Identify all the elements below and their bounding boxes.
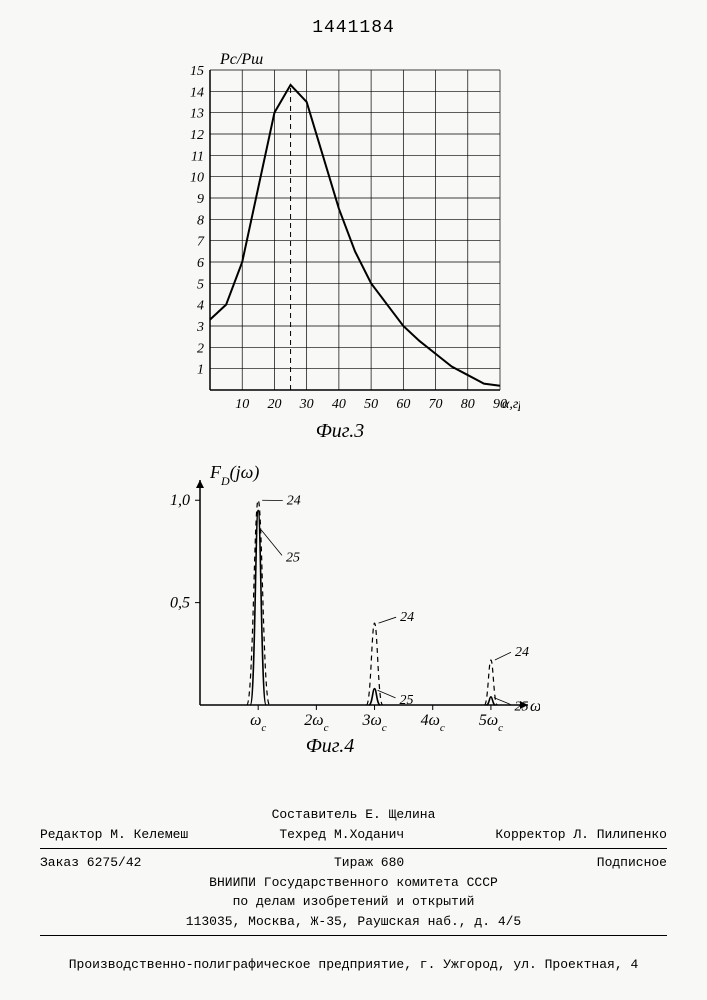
svg-text:70: 70 bbox=[429, 397, 443, 412]
svg-text:1: 1 bbox=[197, 363, 204, 378]
compiler: Составитель Е. Щелина bbox=[40, 805, 667, 825]
svg-text:24: 24 bbox=[515, 645, 529, 660]
svg-text:11: 11 bbox=[191, 149, 204, 164]
svg-text:25: 25 bbox=[286, 550, 300, 565]
svg-text:FD(jω): FD(jω) bbox=[209, 462, 259, 488]
svg-text:40: 40 bbox=[332, 397, 346, 412]
svg-text:25: 25 bbox=[514, 699, 528, 714]
footer-rule-1 bbox=[40, 848, 667, 849]
svg-text:Pс/Pш: Pс/Pш bbox=[219, 51, 263, 68]
svg-text:2: 2 bbox=[197, 341, 204, 356]
svg-text:ω: ω bbox=[530, 698, 540, 715]
svg-text:13: 13 bbox=[190, 107, 204, 122]
svg-text:0,5: 0,5 bbox=[170, 595, 190, 612]
svg-text:4: 4 bbox=[197, 299, 204, 314]
svg-text:Фиг.3: Фиг.3 bbox=[316, 420, 365, 442]
footer-rule-2 bbox=[40, 935, 667, 936]
techred: Техред М.Ходанич bbox=[279, 825, 404, 845]
svg-text:80: 80 bbox=[461, 397, 475, 412]
svg-text:15: 15 bbox=[190, 64, 204, 79]
svg-text:3ωc: 3ωc bbox=[361, 712, 386, 734]
svg-text:5ωc: 5ωc bbox=[479, 712, 503, 734]
svg-text:8: 8 bbox=[197, 213, 204, 228]
document-number: 1441184 bbox=[0, 18, 707, 38]
svg-text:24: 24 bbox=[400, 610, 414, 625]
svg-text:2ωc: 2ωc bbox=[304, 712, 328, 734]
svg-text:6: 6 bbox=[197, 256, 204, 271]
svg-text:5: 5 bbox=[197, 277, 204, 292]
figure-4: 0,5 1,0 ωc 2ωc 3ωc 4ωc 5ωc FD(jω) ω 24 25 24 25 24 25 Ф… bbox=[140, 460, 540, 760]
svg-text:7: 7 bbox=[197, 235, 205, 250]
subscription: Подписное bbox=[597, 853, 667, 873]
svg-text:25: 25 bbox=[400, 693, 414, 708]
svg-text:9: 9 bbox=[197, 192, 204, 207]
svg-text:3: 3 bbox=[196, 320, 204, 335]
svg-text:α,град: α,град bbox=[502, 397, 520, 412]
svg-text:24: 24 bbox=[287, 493, 301, 508]
svg-text:10: 10 bbox=[235, 397, 249, 412]
svg-text:12: 12 bbox=[190, 128, 204, 143]
svg-text:30: 30 bbox=[299, 397, 314, 412]
footer-block: Составитель Е. Щелина Редактор М. Келеме… bbox=[40, 805, 667, 940]
svg-text:ωc: ωc bbox=[250, 712, 266, 734]
org-address: 113035, Москва, Ж-35, Раушская наб., д. … bbox=[40, 912, 667, 932]
svg-text:4ωc: 4ωc bbox=[421, 712, 445, 734]
imprint: Производственно-полиграфическое предприя… bbox=[40, 957, 667, 972]
figure-3-svg: 123456789101112131415102030405060708090P… bbox=[160, 45, 520, 445]
order: Заказ 6275/42 bbox=[40, 853, 141, 873]
corrector: Корректор Л. Пилипенко bbox=[495, 825, 667, 845]
svg-text:60: 60 bbox=[396, 397, 410, 412]
editor: Редактор М. Келемеш bbox=[40, 825, 188, 845]
figure-4-svg: 0,5 1,0 ωc 2ωc 3ωc 4ωc 5ωc FD(jω) ω 24 25 24 25 24 25 Ф… bbox=[140, 460, 540, 760]
org-line-1: ВНИИПИ Государственного комитета СССР bbox=[40, 873, 667, 893]
org-line-2: по делам изобретений и открытий bbox=[40, 892, 667, 912]
svg-text:Фиг.4: Фиг.4 bbox=[306, 735, 355, 757]
svg-text:20: 20 bbox=[267, 397, 281, 412]
svg-text:10: 10 bbox=[190, 171, 204, 186]
circulation: Тираж 680 bbox=[334, 853, 404, 873]
svg-text:1,0: 1,0 bbox=[170, 492, 190, 509]
svg-text:50: 50 bbox=[364, 397, 378, 412]
figure-3: 123456789101112131415102030405060708090P… bbox=[160, 45, 520, 445]
svg-text:14: 14 bbox=[190, 85, 204, 100]
